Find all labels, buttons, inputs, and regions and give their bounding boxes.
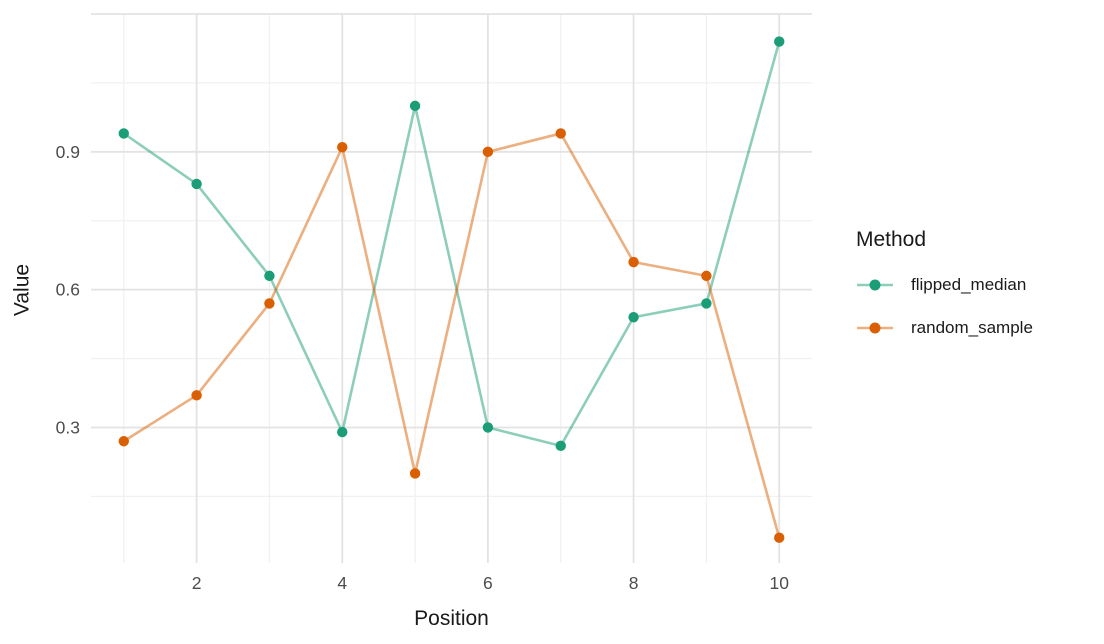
data-point-random_sample-1: [118, 436, 129, 447]
data-point-random_sample-7: [555, 128, 566, 139]
legend-item-random-sample: random_sample: [856, 315, 1033, 341]
x-tick-label-2: 2: [192, 573, 202, 593]
data-point-random_sample-9: [701, 270, 712, 282]
series-line-random_sample: [122, 132, 781, 540]
data-point-flipped_median-2: [191, 178, 202, 190]
legend-key-random-sample-icon: [857, 322, 893, 334]
data-point-random_sample-10: [774, 532, 785, 543]
data-point-random_sample-5: [409, 468, 421, 479]
y-tick-label-0.6: 0.6: [56, 280, 80, 300]
data-point-flipped_median-4: [337, 426, 348, 438]
x-tick-label-6: 6: [483, 573, 493, 593]
legend-label-flipped-median: flipped_median: [911, 275, 1027, 294]
y-axis-title: Value: [10, 263, 34, 317]
legend-label-random-sample: random_sample: [911, 318, 1033, 337]
data-point-flipped_median-6: [482, 422, 494, 433]
data-point-random_sample-3: [264, 298, 275, 309]
data-point-flipped_median-7: [555, 440, 566, 452]
data-point-random_sample-8: [628, 256, 639, 268]
data-point-flipped_median-9: [701, 298, 712, 309]
legend-title: Method: [856, 228, 927, 251]
x-tick-label-8: 8: [629, 573, 639, 593]
series-line-flipped_median: [122, 40, 781, 448]
y-tick-label-0.3: 0.3: [56, 417, 80, 437]
data-point-flipped_median-10: [774, 36, 785, 47]
data-point-random_sample-2: [191, 390, 202, 401]
x-axis-title: Position: [414, 607, 489, 630]
data-point-random_sample-4: [337, 142, 348, 153]
data-point-flipped_median-5: [409, 100, 421, 112]
legend-key-flipped-median-icon: [857, 279, 893, 291]
legend: Method flipped_median random_sample: [856, 227, 1033, 358]
data-point-random_sample-6: [482, 146, 494, 158]
x-tick-label-10: 10: [769, 573, 789, 593]
data-point-flipped_median-1: [118, 128, 129, 139]
data-point-flipped_median-3: [264, 270, 275, 282]
x-tick-label-4: 4: [337, 573, 347, 593]
y-tick-label-0.9: 0.9: [56, 142, 80, 162]
legend-item-flipped-median: flipped_median: [856, 272, 1033, 298]
data-point-flipped_median-8: [628, 312, 639, 323]
